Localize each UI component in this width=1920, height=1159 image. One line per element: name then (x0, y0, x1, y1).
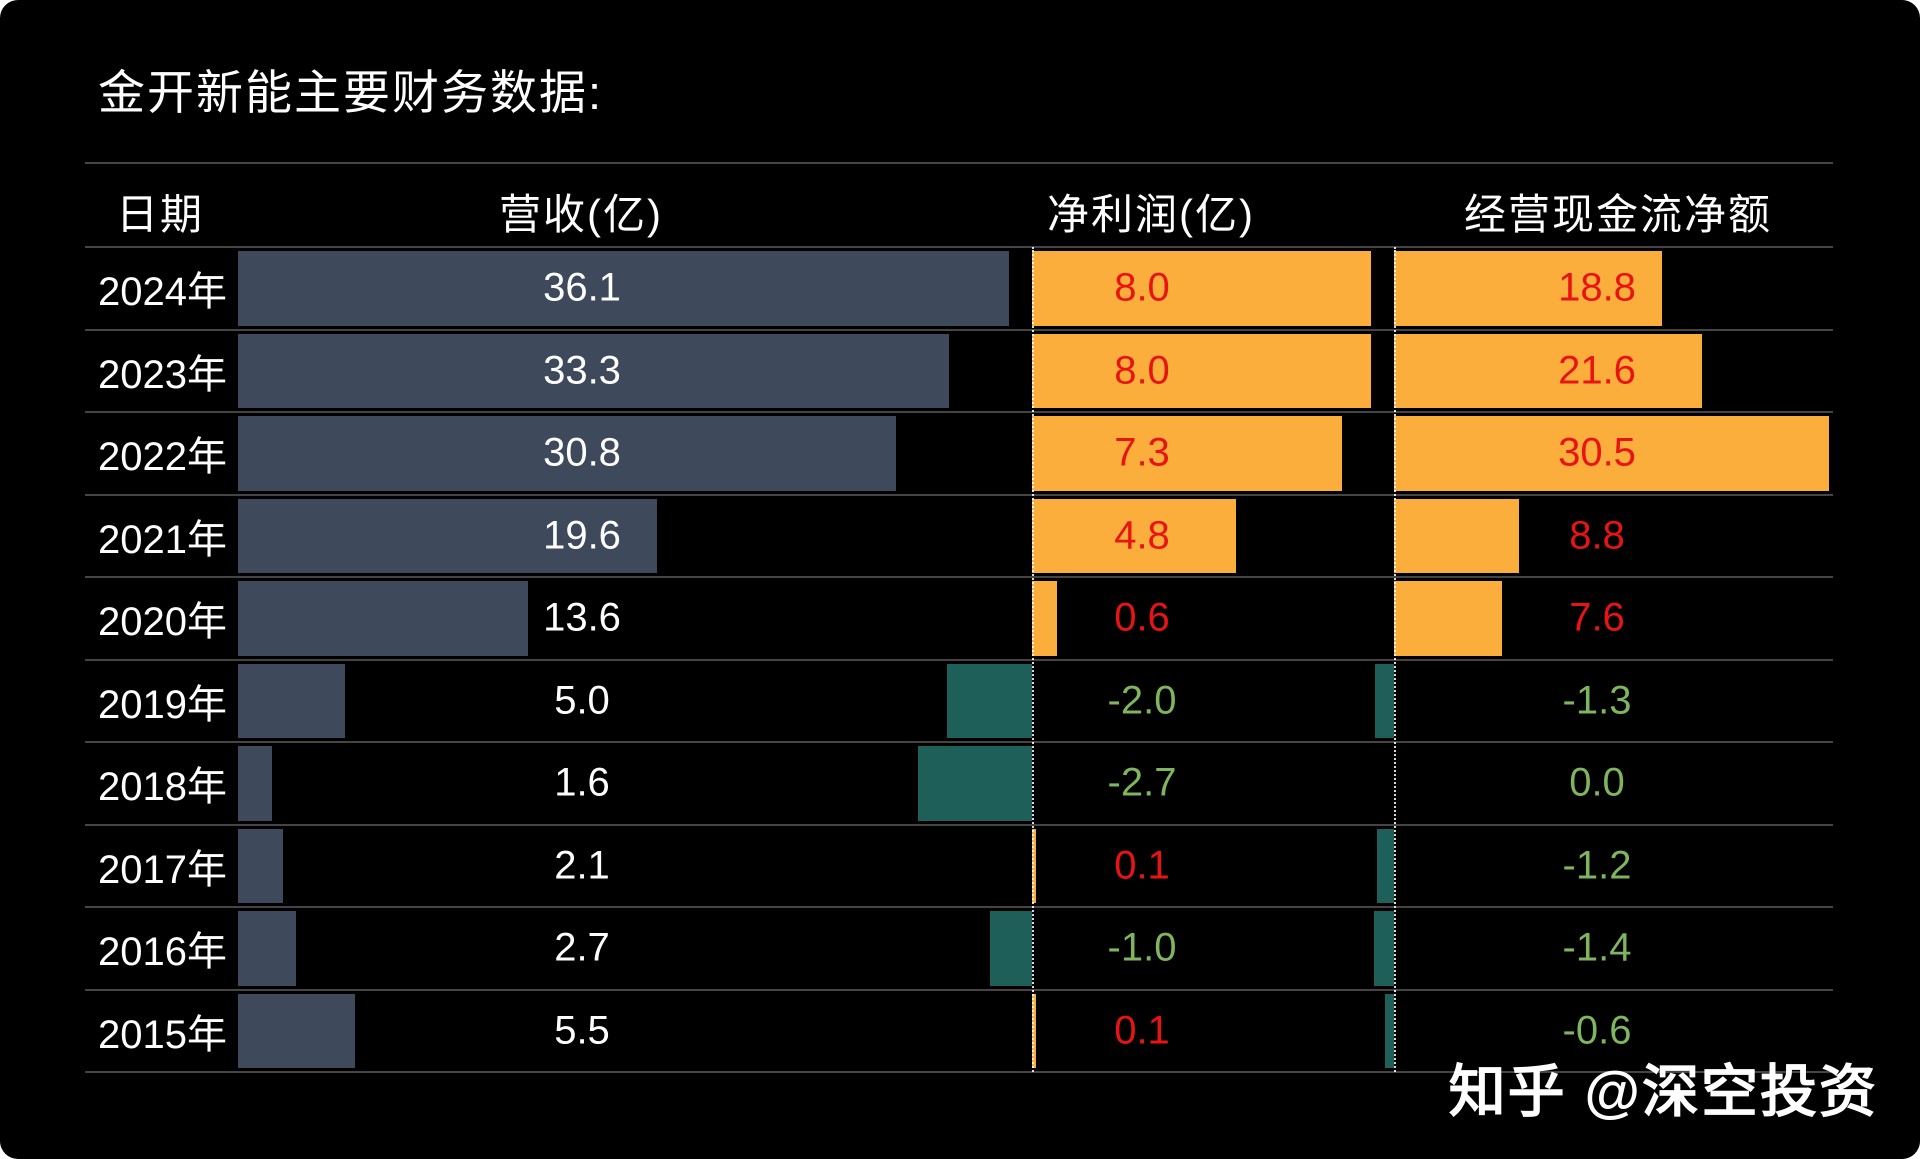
column-header-4: 经营现金流净额 (1463, 191, 1773, 238)
revenue-bar (238, 911, 296, 986)
net-profit-value: 7.3 (1114, 430, 1170, 475)
cash-flow-zero-baseline (1394, 247, 1396, 1072)
row-separator-line (85, 576, 1833, 578)
row-separator-line (85, 328, 1833, 331)
revenue-value: 1.6 (554, 760, 610, 805)
cash-flow-bar (1394, 251, 1663, 326)
cash-flow-bar (1394, 581, 1503, 656)
year-label: 2020年 (98, 600, 227, 645)
year-label: 2015年 (98, 1012, 227, 1057)
revenue-bar (238, 581, 529, 656)
net-profit-zero-baseline (1032, 247, 1034, 1072)
cash-flow-value: 7.6 (1569, 595, 1625, 640)
net-profit-value: 8.0 (1114, 348, 1170, 393)
column-header-2: 营收(亿) (499, 191, 663, 238)
revenue-bar (238, 746, 273, 821)
year-label: 2016年 (98, 930, 227, 975)
row-separator-line (85, 906, 1833, 908)
cash-flow-value: -1.4 (1562, 925, 1632, 970)
year-label: 2023年 (98, 352, 227, 397)
row-separator-line (85, 823, 1833, 826)
revenue-value: 5.0 (554, 678, 610, 723)
revenue-value: 36.1 (543, 265, 621, 310)
net-profit-bar (1032, 333, 1372, 408)
watermark: 知乎 @深空投资 (1448, 1060, 1878, 1124)
net-profit-bar (947, 663, 1032, 738)
revenue-bar (238, 993, 356, 1068)
revenue-value: 5.5 (554, 1008, 610, 1053)
cash-flow-value: 30.5 (1558, 430, 1636, 475)
row-separator-line (85, 246, 1833, 248)
net-profit-bar (1032, 251, 1372, 326)
net-profit-bar (917, 746, 1032, 821)
row-separator-line (85, 658, 1833, 661)
cash-flow-bar (1375, 663, 1394, 738)
cash-flow-value: -0.6 (1562, 1008, 1632, 1053)
net-profit-value: -2.0 (1107, 678, 1177, 723)
column-header-3: 净利润(亿) (1047, 191, 1255, 238)
revenue-value: 30.8 (543, 430, 621, 475)
row-separator-line (85, 741, 1833, 743)
net-profit-bar (1032, 498, 1236, 573)
net-profit-bar (1032, 828, 1037, 903)
revenue-value: 2.7 (554, 925, 610, 970)
revenue-bar (238, 828, 283, 903)
cash-flow-bar (1376, 828, 1394, 903)
year-label: 2017年 (98, 847, 227, 892)
row-separator-line (85, 988, 1833, 991)
cash-flow-value: 18.8 (1558, 265, 1636, 310)
revenue-bar (238, 333, 950, 408)
cash-flow-value: -1.3 (1562, 678, 1632, 723)
net-profit-value: 0.1 (1114, 843, 1170, 888)
revenue-bar (238, 251, 1010, 326)
net-profit-value: 0.1 (1114, 1008, 1170, 1053)
net-profit-value: 4.8 (1114, 513, 1170, 558)
revenue-bar (238, 663, 345, 738)
net-profit-bar (1032, 416, 1342, 491)
cash-flow-bar (1394, 498, 1520, 573)
table-top-line (85, 162, 1833, 164)
revenue-value: 13.6 (543, 595, 621, 640)
revenue-bar (238, 416, 896, 491)
revenue-value: 19.6 (543, 513, 621, 558)
chart-title: 金开新能主要财务数据: (98, 66, 604, 119)
cash-flow-value: 21.6 (1558, 348, 1636, 393)
net-profit-value: -1.0 (1107, 925, 1177, 970)
year-label: 2024年 (98, 270, 227, 315)
net-profit-bar (989, 911, 1032, 986)
row-separator-line (85, 411, 1833, 413)
net-profit-value: 0.6 (1114, 595, 1170, 640)
net-profit-value: 8.0 (1114, 265, 1170, 310)
column-header-1: 日期 (115, 191, 205, 238)
net-profit-bar (1032, 581, 1058, 656)
year-label: 2018年 (98, 765, 227, 810)
cash-flow-value: 8.8 (1569, 513, 1625, 558)
row-separator-line (85, 1071, 1833, 1073)
year-label: 2021年 (98, 517, 227, 562)
cash-flow-value: 0.0 (1569, 760, 1625, 805)
cash-flow-bar (1394, 416, 1829, 491)
cash-flow-value: -1.2 (1562, 843, 1632, 888)
net-profit-value: -2.7 (1107, 760, 1177, 805)
year-label: 2019年 (98, 682, 227, 727)
cash-flow-bar (1374, 911, 1394, 986)
revenue-bar (238, 498, 657, 573)
revenue-value: 2.1 (554, 843, 610, 888)
cash-flow-bar (1394, 333, 1703, 408)
row-separator-line (85, 493, 1833, 496)
year-label: 2022年 (98, 435, 227, 480)
net-profit-bar (1032, 993, 1037, 1068)
cash-flow-bar (1385, 993, 1394, 1068)
revenue-value: 33.3 (543, 348, 621, 393)
